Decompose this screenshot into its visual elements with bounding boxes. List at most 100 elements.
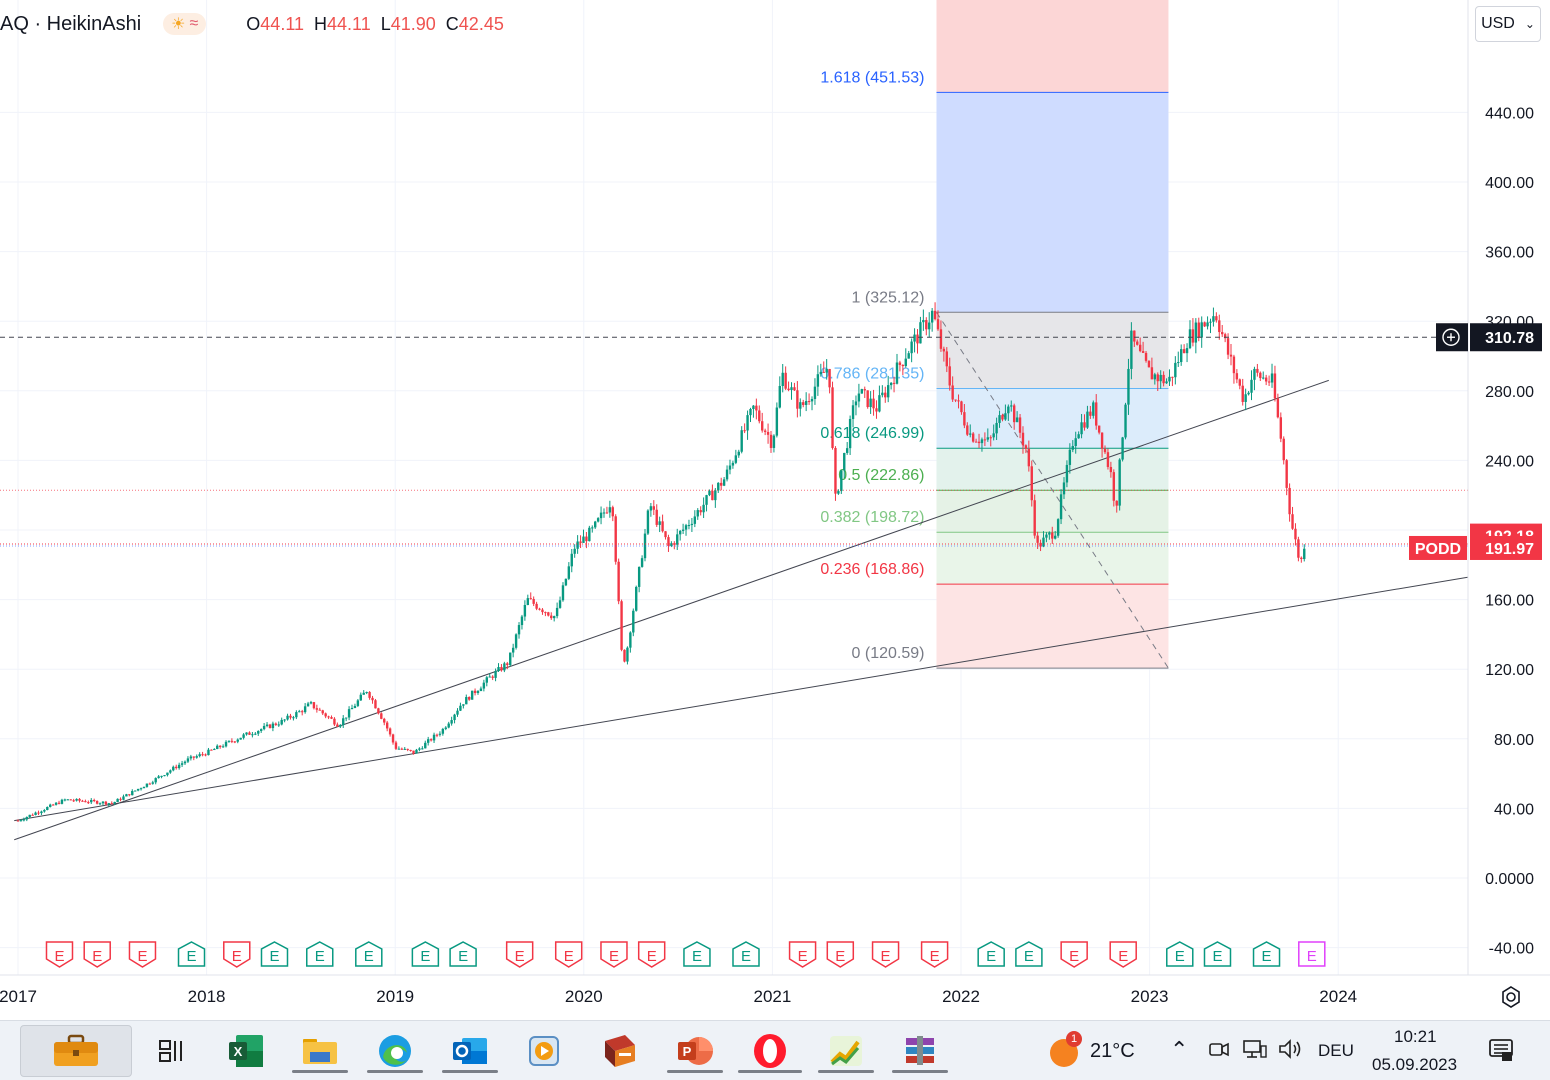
candle-body [418,748,421,750]
candle-body [169,770,172,773]
candle-body [221,746,225,748]
language-indicator[interactable]: DEU [1318,1041,1354,1060]
earnings-marker[interactable]: E [826,941,855,968]
candle-body [942,348,946,352]
candle-body [793,387,796,391]
earnings-marker[interactable]: E [600,941,628,968]
candle-body [101,801,105,804]
candle-body [629,632,632,648]
candle-body [552,616,556,619]
candle-body [1300,557,1303,560]
earnings-marker[interactable]: E [554,941,583,968]
clock-date[interactable]: 05.09.2023 [1372,1055,1458,1074]
candle-body [579,541,582,543]
powerpoint-icon[interactable]: P [667,1029,723,1073]
briefcase-app[interactable] [20,1025,132,1077]
candle-body [971,433,975,442]
price-tick-label: 0.0000 [1485,871,1534,888]
candle-body [617,561,620,602]
symbol-title[interactable]: AQ · HeikinAshi [0,12,142,35]
chart-settings-button[interactable] [1496,982,1526,1012]
candle-body [1203,322,1206,327]
candle-body [523,604,527,617]
earnings-marker[interactable]: E [920,941,949,968]
candle-body [242,734,245,738]
opera-icon[interactable] [738,1029,802,1073]
candle-body [1039,542,1042,547]
earnings-marker[interactable]: E [1203,941,1232,967]
time-tick-label: 2018 [188,987,226,1006]
stock-chart-icon[interactable] [818,1029,874,1073]
chevron-up-icon[interactable]: ⌃ [1170,1037,1189,1062]
earnings-marker[interactable]: E [1166,941,1194,967]
earnings-marker[interactable]: E [732,941,760,967]
earnings-marker[interactable]: E [1109,941,1137,968]
candle-body [503,663,506,671]
time-tick-label: 2017 [0,987,37,1006]
earnings-marker[interactable]: E [411,941,440,967]
clock-time[interactable]: 10:21 [1394,1027,1437,1046]
candle-body [1250,379,1253,393]
candle-body [248,732,251,735]
earnings-letter: E [835,948,845,965]
earnings-marker[interactable]: E [505,941,534,968]
earnings-marker[interactable]: E [1060,941,1088,968]
earnings-marker[interactable]: E [1015,941,1043,967]
winrar-icon[interactable] [892,1029,948,1073]
earnings-marker[interactable]: E [45,941,74,968]
outlook-icon[interactable] [442,1029,498,1073]
excel-icon[interactable]: X [224,1029,268,1073]
earnings-marker[interactable]: E [1298,941,1326,967]
meet-now-icon[interactable] [1208,1038,1230,1065]
earnings-marker[interactable]: E [977,941,1005,967]
candle-body [567,566,571,579]
candle-body [1153,374,1157,380]
earnings-marker[interactable]: E [260,941,289,967]
currency-select[interactable]: USD ⌄ [1475,6,1541,42]
candle-body [262,725,266,730]
candle-body [426,739,430,743]
candle-body [1273,373,1277,399]
archive-app-icon[interactable] [598,1029,642,1073]
price-chart[interactable]: 1.618 (451.53) 1 (325.12) 0.786 (281.35) 0.… [0,0,1550,1020]
candle-body [28,814,31,817]
task-view-icon[interactable] [150,1029,194,1073]
price-tick-label: 120.00 [1485,662,1534,679]
candle-body [591,527,594,529]
candle-body [875,408,878,412]
earnings-badge [1252,941,1281,967]
earnings-marker[interactable]: E [1252,941,1281,967]
candle-body [90,799,93,803]
file-explorer-icon[interactable] [292,1029,348,1073]
earnings-marker[interactable]: E [871,941,900,968]
earnings-marker[interactable]: E [449,941,477,967]
earnings-marker[interactable]: E [683,941,711,967]
candle-body [646,510,650,534]
earnings-marker[interactable]: E [788,941,817,968]
earnings-marker[interactable]: E [637,941,666,968]
weather-badge[interactable]: ☀ ≈ [163,13,207,35]
candle-body [1062,482,1066,495]
earnings-marker[interactable]: E [223,941,251,968]
earnings-marker[interactable]: E [83,941,111,968]
time-tick-label: 2024 [1319,987,1357,1006]
candle-body [854,401,858,406]
candle-body [570,553,573,567]
candle-body [113,801,116,804]
earnings-marker[interactable]: E [128,941,157,968]
candle-body [356,700,360,706]
earnings-marker[interactable]: E [355,941,383,967]
candle-body [391,734,395,743]
candle-body [1256,368,1259,373]
edge-icon[interactable] [367,1029,423,1073]
network-icon[interactable] [1242,1038,1268,1065]
earnings-marker[interactable]: E [306,941,334,967]
media-player-icon[interactable] [522,1029,566,1073]
notification-icon[interactable] [1488,1037,1514,1068]
volume-icon[interactable] [1278,1038,1304,1065]
earnings-marker[interactable]: E [177,941,206,967]
trend-line [14,379,1329,841]
candle-body [286,715,289,720]
candle-body [881,392,884,396]
weather-widget[interactable]: 1 [1040,1029,1088,1073]
